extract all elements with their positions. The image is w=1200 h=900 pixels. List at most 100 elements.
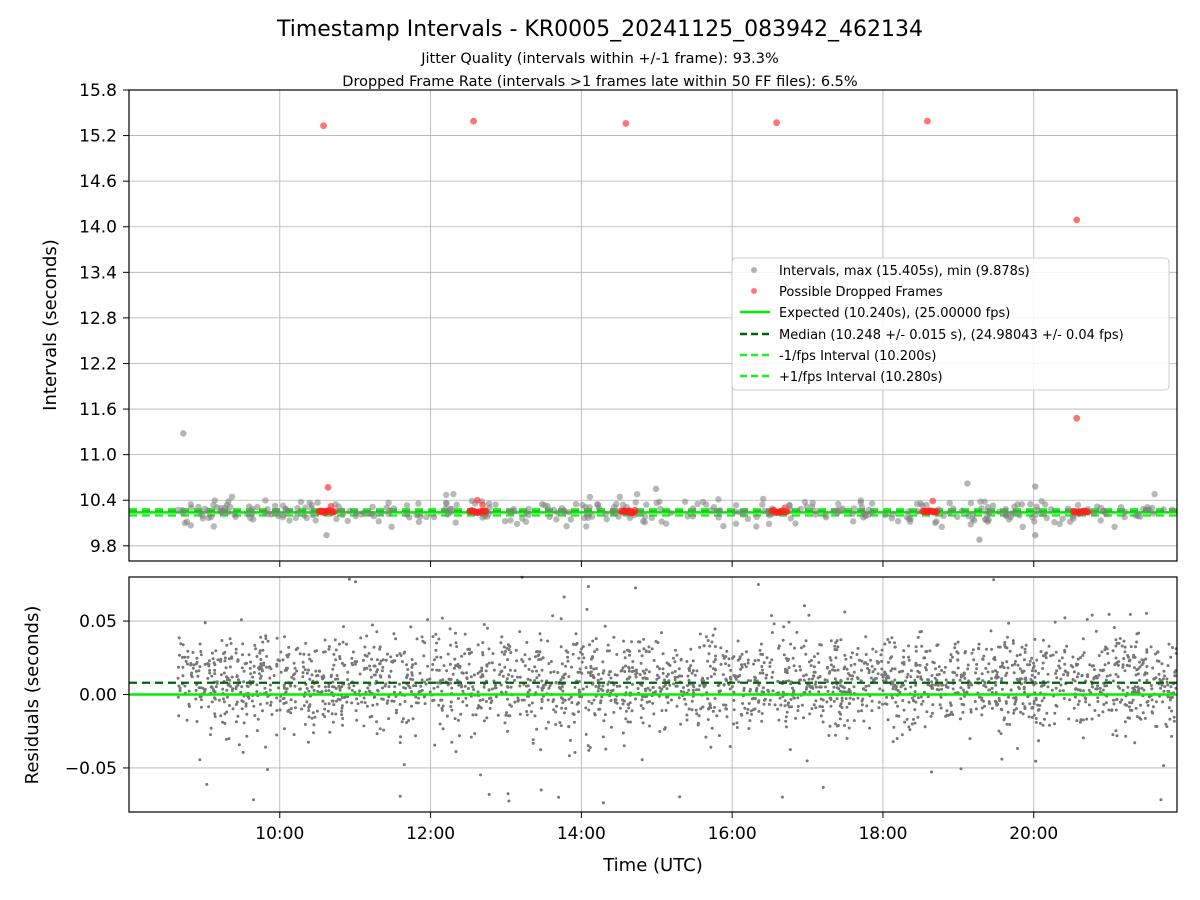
residual-point <box>1041 667 1045 670</box>
residual-point <box>894 700 898 704</box>
residual-point <box>843 610 847 614</box>
interval-point <box>1090 510 1098 517</box>
residual-point <box>1072 706 1076 710</box>
interval-point <box>352 509 360 516</box>
intervals-ytick-label-8: 14.6 <box>79 172 117 192</box>
residual-point <box>242 721 246 725</box>
residual-point <box>375 658 379 662</box>
residual-point <box>234 647 238 651</box>
residual-point <box>247 696 251 700</box>
residual-point <box>235 700 239 704</box>
interval-point <box>187 501 194 508</box>
residual-point <box>409 690 413 694</box>
residual-point <box>375 702 379 706</box>
residual-point <box>813 670 817 674</box>
residual-point <box>539 638 543 642</box>
residual-point <box>430 668 434 672</box>
residual-point <box>1116 663 1120 667</box>
residual-point <box>242 680 246 684</box>
residual-point <box>622 744 626 748</box>
residual-point <box>1017 685 1021 689</box>
residual-point <box>207 705 211 709</box>
residual-point <box>623 656 627 660</box>
interval-point <box>626 514 634 522</box>
residual-point <box>258 651 262 655</box>
residual-point <box>513 669 517 673</box>
residual-point <box>940 669 944 672</box>
residual-point <box>458 734 461 738</box>
residual-point <box>289 698 293 702</box>
residual-point <box>367 651 371 655</box>
residual-point <box>211 657 215 661</box>
interval-point <box>1151 490 1158 498</box>
residual-point <box>694 688 698 692</box>
residual-point <box>346 670 350 674</box>
residual-point <box>757 709 761 713</box>
residual-point <box>334 712 338 716</box>
residual-point <box>1096 684 1099 688</box>
residual-point <box>1138 665 1142 669</box>
residual-point <box>1058 689 1062 693</box>
residual-point <box>560 706 564 710</box>
residual-point <box>567 697 571 701</box>
interval-point <box>314 499 321 506</box>
interval-point <box>249 516 257 523</box>
residual-point <box>222 697 225 701</box>
residual-point <box>708 702 712 706</box>
residual-point <box>626 648 630 652</box>
residual-point <box>881 675 885 679</box>
residual-point <box>1079 656 1082 660</box>
residual-point <box>1034 759 1038 763</box>
interval-point <box>946 500 953 507</box>
residual-point <box>1123 650 1127 654</box>
residual-point <box>821 720 825 724</box>
residual-point <box>282 702 286 705</box>
residual-point <box>340 704 344 708</box>
interval-point <box>967 499 975 507</box>
residual-point <box>265 665 268 669</box>
residual-point <box>289 707 293 711</box>
residual-point <box>686 674 690 678</box>
dropped-point-8 <box>327 502 335 510</box>
residual-point <box>1082 689 1085 693</box>
residual-point <box>713 658 717 661</box>
residual-point <box>630 640 634 644</box>
residual-point <box>358 689 362 693</box>
residual-point <box>898 690 902 694</box>
residual-point <box>647 645 651 649</box>
residual-point <box>973 700 977 703</box>
residual-point <box>589 666 593 670</box>
residual-point <box>1129 708 1132 712</box>
residual-point <box>368 668 372 672</box>
residual-point <box>641 707 645 710</box>
residual-point <box>487 688 491 692</box>
residual-point <box>584 706 588 710</box>
residual-point <box>1023 680 1027 684</box>
residual-point <box>362 667 366 671</box>
residual-point <box>323 707 327 711</box>
residual-point <box>601 660 605 664</box>
residual-point <box>976 677 980 681</box>
residual-point <box>292 661 296 665</box>
interval-point <box>950 505 957 512</box>
residual-point <box>381 697 385 701</box>
residual-point <box>907 700 911 704</box>
residual-point <box>725 649 729 653</box>
residual-point <box>687 678 691 682</box>
residual-point <box>686 684 689 688</box>
interval-point <box>231 511 238 518</box>
residual-point <box>648 688 652 692</box>
interval-point <box>984 507 991 515</box>
residual-point <box>1037 739 1041 743</box>
residual-point <box>1167 706 1171 710</box>
residual-point <box>564 649 568 653</box>
residual-point <box>1071 678 1075 681</box>
residual-point <box>1000 677 1004 681</box>
interval-point <box>450 490 457 498</box>
residual-point <box>526 690 530 694</box>
residual-point <box>307 715 311 719</box>
residual-point <box>331 720 335 724</box>
residual-point <box>421 639 425 643</box>
residual-point <box>461 689 465 693</box>
interval-point <box>221 504 229 511</box>
